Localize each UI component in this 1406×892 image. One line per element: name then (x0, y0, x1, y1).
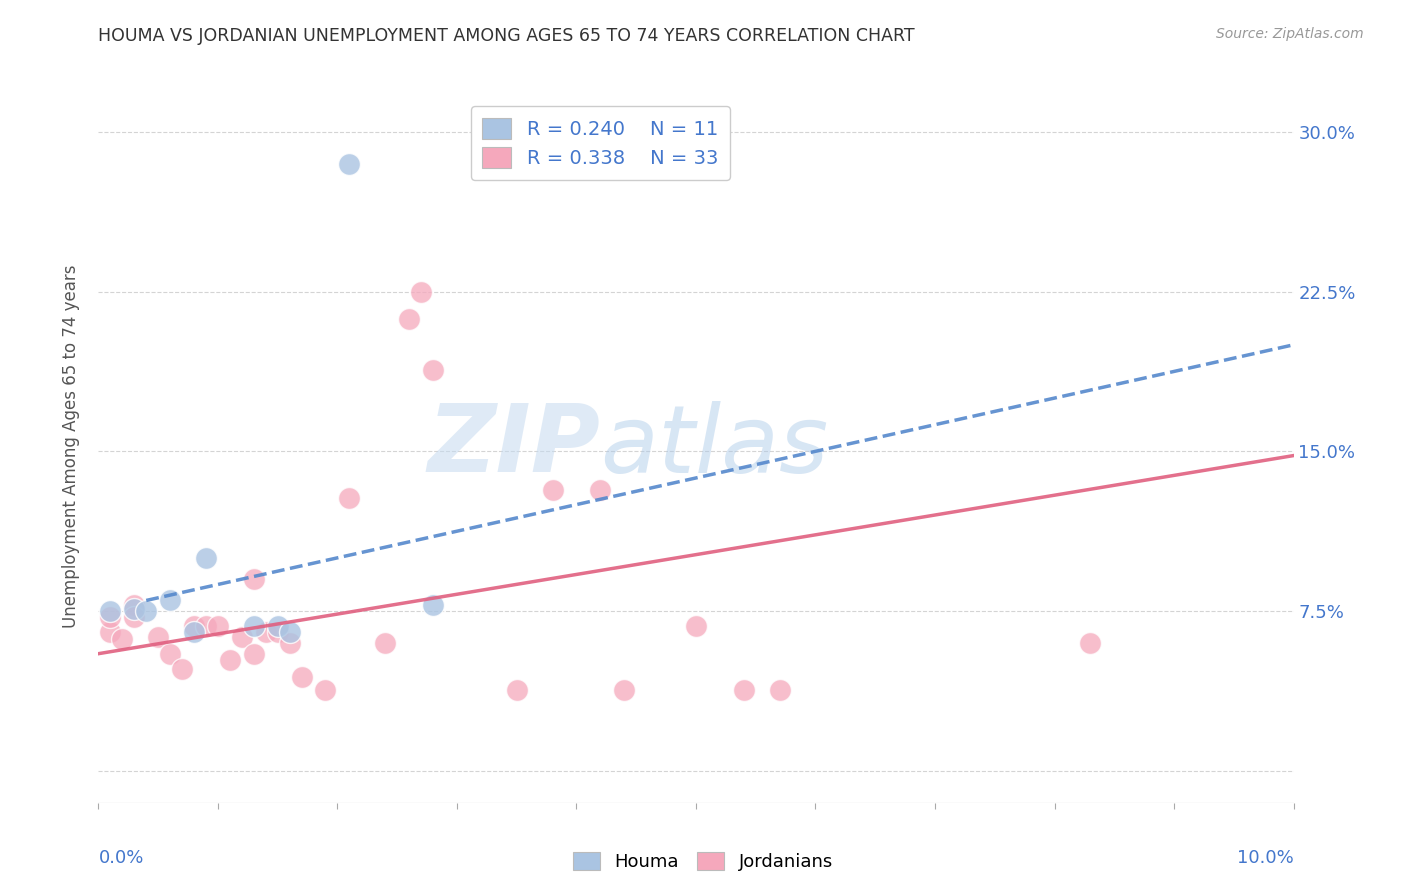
Point (541, 483, 564, 497)
Text: 0.0%: 0.0% (98, 849, 143, 867)
Point (195, 550, 218, 565)
Point (315, 682, 337, 697)
Point (159, 647, 181, 661)
Legend: R = 0.240    N = 11, R = 0.338    N = 33: R = 0.240 N = 11, R = 0.338 N = 33 (471, 106, 730, 179)
Point (183, 619, 205, 633)
Y-axis label: Unemployment Among Ages 65 to 74 years: Unemployment Among Ages 65 to 74 years (62, 264, 80, 628)
Point (100, 625, 122, 640)
Point (124, 610, 146, 624)
Point (124, 598, 146, 612)
Point (398, 312, 420, 326)
Text: 10.0%: 10.0% (1237, 849, 1294, 867)
Point (183, 625, 205, 640)
Point (613, 682, 636, 697)
Point (254, 625, 277, 640)
Point (100, 604, 122, 618)
Point (159, 593, 181, 607)
Point (769, 682, 792, 697)
Point (411, 285, 433, 299)
Point (278, 625, 301, 640)
Point (267, 625, 290, 640)
Point (111, 632, 134, 646)
Point (278, 636, 301, 650)
Point (231, 630, 253, 644)
Text: ZIP: ZIP (427, 400, 600, 492)
Point (124, 602, 146, 616)
Point (339, 157, 360, 171)
Point (422, 598, 444, 612)
Point (148, 630, 170, 644)
Point (219, 653, 242, 667)
Point (135, 604, 157, 618)
Point (243, 619, 266, 633)
Point (1080, 636, 1102, 650)
Point (685, 619, 707, 633)
Point (422, 363, 444, 377)
Point (339, 491, 360, 506)
Point (207, 619, 229, 633)
Point (267, 619, 290, 633)
Point (243, 647, 266, 661)
Point (172, 662, 194, 676)
Text: HOUMA VS JORDANIAN UNEMPLOYMENT AMONG AGES 65 TO 74 YEARS CORRELATION CHART: HOUMA VS JORDANIAN UNEMPLOYMENT AMONG AG… (98, 27, 915, 45)
Point (243, 572, 266, 586)
Point (506, 682, 529, 697)
Legend: Houma, Jordanians: Houma, Jordanians (565, 845, 841, 879)
Point (733, 682, 755, 697)
Text: Source: ZipAtlas.com: Source: ZipAtlas.com (1216, 27, 1364, 41)
Point (100, 610, 122, 624)
Text: atlas: atlas (600, 401, 828, 491)
Point (374, 636, 396, 650)
Point (195, 619, 218, 633)
Point (291, 670, 314, 684)
Point (589, 483, 612, 497)
